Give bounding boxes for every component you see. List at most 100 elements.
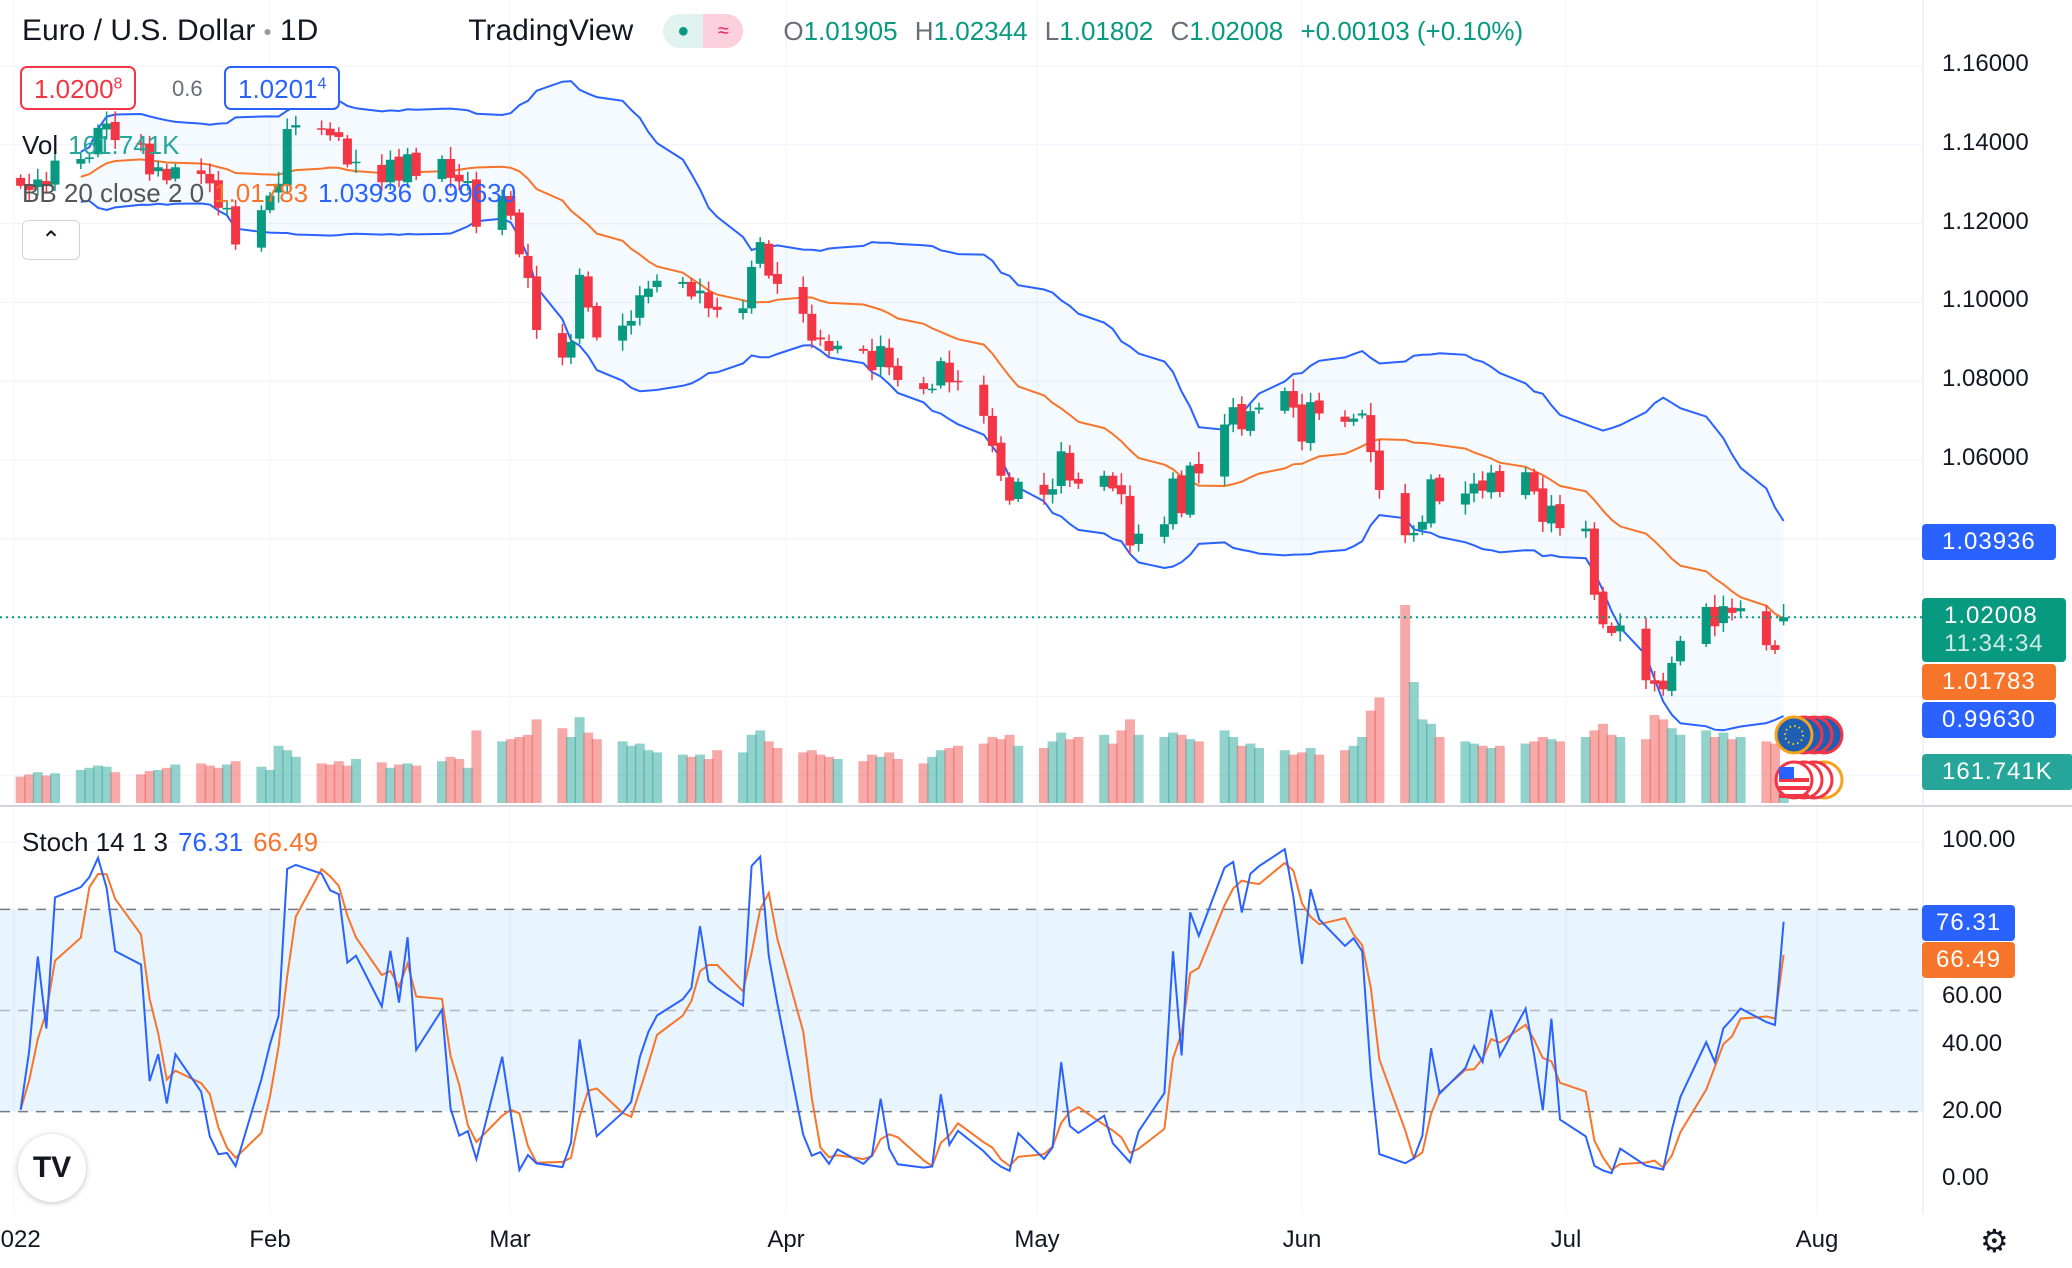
volume-bar [1176,734,1187,803]
volume-bar [1537,737,1548,803]
candle [1125,485,1135,555]
volume-bar [1056,732,1067,803]
volume-bar [411,765,422,803]
sell-button[interactable]: 1.02008 [20,66,137,110]
stoch-legend[interactable]: Stoch 14 1 3 76.31 66.49 [22,827,319,857]
candle [291,115,301,136]
candle [893,358,903,387]
candle [747,260,757,314]
volume-bar [196,763,207,803]
candle [575,268,585,344]
volume-tag: 161.741K [1922,754,2072,790]
eu-flag-icon[interactable] [1774,715,1844,755]
candle [1727,598,1737,621]
time-label: Mar [489,1226,531,1253]
candle [1366,403,1376,463]
candle [755,237,765,268]
candle [33,168,43,196]
candle [1546,495,1556,533]
candle-body [523,255,533,278]
volume-bar [1125,719,1135,803]
candle-body [996,442,1006,476]
volume-bar [712,750,723,803]
candle [506,191,516,220]
candle [1357,409,1367,419]
candle-body [1065,452,1075,481]
candle-body [1641,628,1651,681]
us-flag-icon[interactable] [1774,760,1844,800]
candle-body [1529,472,1539,492]
time-label: 2022 [0,1226,41,1253]
candle [1529,468,1539,495]
candle [1718,595,1728,632]
volume-bar [1064,739,1075,803]
volume-bar [1400,605,1411,803]
volume-bar [385,767,396,803]
candle [884,338,894,376]
volume-bar [798,752,809,803]
candle-body [1589,528,1599,595]
candle-body [93,127,103,155]
candle-body [764,243,774,276]
candle [222,200,232,216]
buy-button[interactable]: 1.02014 [224,66,341,110]
candle-body [317,128,327,130]
candle-body [274,183,284,193]
price-axis-label: 1.12000 [1942,207,2029,235]
candle-body [1039,484,1049,495]
candle [1710,594,1720,637]
candle-body [471,179,481,227]
candle-body [1779,617,1789,622]
candle-body [1116,485,1126,495]
market-status-badge[interactable]: ● ≈ [663,14,744,48]
candle-body [987,415,997,446]
volume-legend[interactable]: Vol 161.741K [22,130,180,160]
candle [695,278,705,304]
candle [643,280,653,304]
volume-bar [1520,743,1531,803]
stoch-axis-label: 0.00 [1942,1164,1989,1191]
volume-bar [471,730,482,803]
bb-legend[interactable]: BB 20 close 2 0 1.01783 1.03936 0.99630 [22,178,517,208]
gear-icon[interactable]: ⚙ [1980,1223,2009,1259]
collapse-legend-button[interactable]: ⌃ [22,220,80,260]
tradingview-logo-icon[interactable]: TV [18,1134,86,1202]
bb-basis-tag: 1.01783 [1922,664,2056,700]
candle-body [1245,411,1255,431]
candle [1099,470,1109,491]
candle [1237,396,1247,436]
volume-bar [875,756,886,803]
volume-bar [376,762,387,803]
candle-body [858,348,868,351]
candle-body [979,384,989,416]
volume-bar [282,750,293,803]
candle [1658,672,1668,696]
candle-body [41,181,51,187]
volume-bar [1770,743,1780,803]
candle [351,149,361,173]
candle-body [265,195,275,211]
symbol-title[interactable]: Euro / U.S. Dollar [22,14,256,47]
candle [385,150,395,190]
candle [1400,483,1410,543]
candle [996,436,1006,482]
volume-bar [1408,682,1419,803]
volume-bar [1219,730,1230,803]
candle [342,134,352,168]
volume-bar [1606,734,1617,803]
candle [1340,410,1350,428]
candle [317,120,327,136]
candle-body [196,170,206,174]
candle [1306,392,1316,451]
candle-body [403,154,413,183]
volume-bar [884,752,895,803]
candle-body [1650,680,1660,684]
candle-body [532,276,542,330]
candle [446,146,456,188]
interval[interactable]: 1D [279,14,319,47]
candle-body [747,266,757,309]
candle-body [927,388,937,391]
chevron-up-icon: ⌃ [40,226,62,254]
time-label: Jul [1550,1226,1582,1253]
